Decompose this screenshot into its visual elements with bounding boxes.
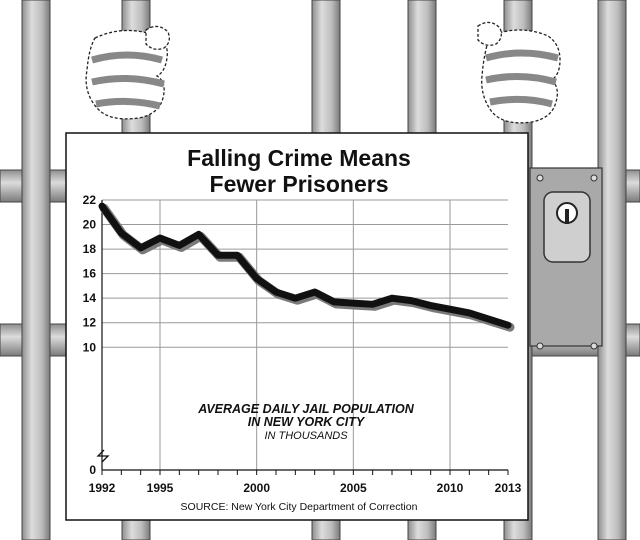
data-point <box>507 324 509 326</box>
chart-ticks: 0 10 12 14 16 18 20 22 1992 1995 2000 2005 2010 2013 <box>83 193 522 495</box>
data-point <box>468 312 470 314</box>
y-tick-label: 0 <box>89 463 96 477</box>
y-tick-label: 12 <box>83 316 97 330</box>
data-point <box>140 247 142 249</box>
data-point <box>120 232 122 234</box>
left-hand-icon <box>85 25 170 120</box>
series-line <box>98 202 512 329</box>
y-tick-label: 10 <box>83 340 97 354</box>
y-tick-label: 16 <box>83 267 97 281</box>
x-tick-label: 2005 <box>340 481 367 495</box>
data-point <box>410 300 412 302</box>
chart-line-layer <box>98 202 515 332</box>
axis-break-icon <box>96 449 110 463</box>
annotation-line-3: IN THOUSANDS <box>264 430 348 442</box>
y-tick-label: 20 <box>83 218 97 232</box>
lock-icon <box>529 167 603 350</box>
x-tick-label: 1995 <box>147 481 174 495</box>
data-point <box>275 291 277 293</box>
annotation-line-1: AVERAGE DAILY JAIL POPULATION <box>197 402 415 416</box>
data-point <box>198 233 200 235</box>
chart-title-line-1: Falling Crime Means <box>187 145 411 171</box>
data-point <box>391 297 393 299</box>
data-point <box>101 205 103 207</box>
x-tick-label: 2013 <box>495 481 522 495</box>
chart-grid <box>102 199 508 470</box>
chart-axes <box>101 200 509 475</box>
x-tick-label: 1992 <box>89 481 116 495</box>
data-point <box>178 244 180 246</box>
data-point <box>294 297 296 299</box>
x-tick-label: 2010 <box>437 481 464 495</box>
data-point <box>333 301 335 303</box>
source-note: SOURCE: New York City Department of Corr… <box>181 501 418 513</box>
data-point <box>488 318 490 320</box>
annotation-line-2: IN NEW YORK CITY <box>248 415 366 429</box>
data-point <box>449 308 451 310</box>
data-point <box>314 291 316 293</box>
y-tick-label: 18 <box>83 242 97 256</box>
chart-panel <box>65 132 529 521</box>
data-point <box>159 237 161 239</box>
data-point <box>256 278 258 280</box>
data-point <box>217 254 219 256</box>
data-point <box>236 254 238 256</box>
data-point <box>372 303 374 305</box>
data-point <box>430 305 432 307</box>
y-tick-label: 14 <box>83 291 97 305</box>
right-hand-icon <box>477 21 561 124</box>
data-point <box>352 302 354 304</box>
y-tick-label: 22 <box>83 193 97 207</box>
chart-title-line-2: Fewer Prisoners <box>210 171 389 197</box>
x-tick-label: 2000 <box>243 481 270 495</box>
